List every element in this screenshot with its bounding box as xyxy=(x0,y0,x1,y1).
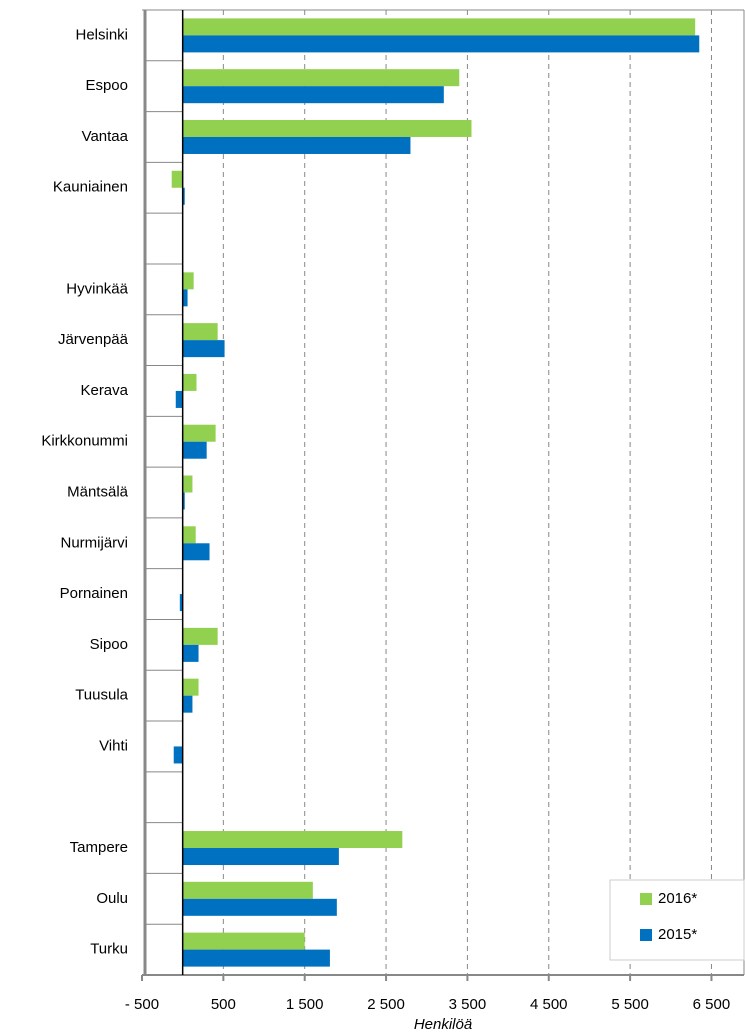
bar xyxy=(182,424,216,442)
bar xyxy=(182,340,225,358)
y-tick-label: Vantaa xyxy=(82,128,129,145)
bar xyxy=(182,86,444,104)
bar xyxy=(182,119,472,137)
x-tick-label: 500 xyxy=(211,996,236,1013)
bar xyxy=(182,373,197,391)
x-axis-label: Henkilöä xyxy=(414,1016,472,1033)
y-tick-label: Järvenpää xyxy=(58,331,129,348)
legend-box xyxy=(609,879,745,961)
bar xyxy=(182,136,411,154)
bar xyxy=(182,898,337,916)
y-tick-label: Hyvinkää xyxy=(66,280,128,297)
y-tick-label: Vihti xyxy=(99,737,128,754)
y-tick-label: Turku xyxy=(90,941,128,958)
bar xyxy=(182,949,330,967)
bar xyxy=(182,627,218,645)
bar xyxy=(182,932,305,950)
y-tick-label: Kerava xyxy=(80,382,128,399)
bar xyxy=(182,831,403,849)
bar xyxy=(182,644,199,662)
bar xyxy=(182,272,194,290)
bar xyxy=(182,18,696,36)
legend-label: 2015* xyxy=(658,926,697,943)
legend-swatch xyxy=(640,929,652,941)
x-tick-label: 6 500 xyxy=(693,996,731,1013)
bar xyxy=(182,543,210,561)
legend-swatch xyxy=(640,893,652,905)
x-tick-label: 3 500 xyxy=(449,996,487,1013)
x-tick-label: 1 500 xyxy=(286,996,324,1013)
y-tick-label: Pornainen xyxy=(60,585,128,602)
bar xyxy=(182,475,193,493)
bar xyxy=(182,35,700,53)
x-tick-label: 5 500 xyxy=(611,996,649,1013)
x-tick-label: 2 500 xyxy=(367,996,405,1013)
x-tick-label: 4 500 xyxy=(530,996,568,1013)
legend-label: 2016* xyxy=(658,890,697,907)
y-tick-label: Oulu xyxy=(96,890,128,907)
bar xyxy=(182,323,218,341)
bar xyxy=(182,289,188,307)
bar xyxy=(182,881,313,899)
bar xyxy=(179,594,183,612)
y-tick-label: Helsinki xyxy=(75,26,128,43)
y-tick-label: Mäntsälä xyxy=(67,483,129,500)
bar xyxy=(171,170,183,188)
y-tick-label: Nurmijärvi xyxy=(61,534,129,551)
y-tick-label: Tampere xyxy=(70,839,128,856)
legend: 2016* 2015* xyxy=(609,879,745,961)
y-tick-label: Kirkkonummi xyxy=(41,433,128,450)
bar xyxy=(182,848,339,866)
bar xyxy=(175,390,183,408)
bar xyxy=(182,492,185,510)
bar xyxy=(182,678,199,696)
y-tick-label: Sipoo xyxy=(90,636,128,653)
y-tick-label: Kauniainen xyxy=(53,179,128,196)
bar xyxy=(182,526,196,544)
bar xyxy=(182,69,460,87)
bar xyxy=(182,187,185,205)
bar xyxy=(182,441,207,459)
bar xyxy=(173,746,183,764)
y-tick-label: Tuusula xyxy=(75,687,128,704)
x-tick-label: - 500 xyxy=(125,996,159,1013)
y-tick-label: Espoo xyxy=(85,77,128,94)
bar xyxy=(182,695,193,713)
